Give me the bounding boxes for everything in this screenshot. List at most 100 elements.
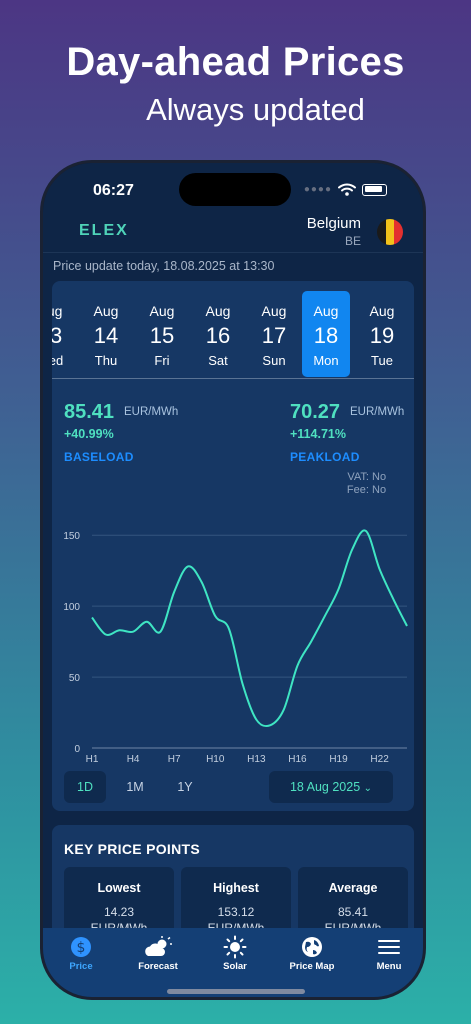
country-name: Belgium xyxy=(306,215,361,232)
date-day: 16 xyxy=(205,323,231,348)
data-point-h22[interactable] xyxy=(377,567,382,572)
key-point-value: 14.23 xyxy=(103,905,135,919)
data-point-h3[interactable] xyxy=(117,628,122,633)
phone-frame: 06:27 ●●●● ELEX Belgium BE Price update … xyxy=(40,160,426,1000)
menu-icon xyxy=(351,934,423,960)
x-tick-label: H10 xyxy=(206,754,225,765)
data-point-h10[interactable] xyxy=(213,614,218,619)
date-month: Aug xyxy=(369,303,395,319)
key-point-label: Lowest xyxy=(97,881,141,895)
date-item-13[interactable]: Aug 13 Wed xyxy=(52,291,74,377)
app-header: ELEX Belgium BE xyxy=(43,215,423,253)
data-point-h14[interactable] xyxy=(268,723,273,728)
tab-bar: $ Price Forecast Solar Price Map Menu xyxy=(43,928,423,997)
tab-menu[interactable]: Menu xyxy=(351,934,423,972)
date-picker-button[interactable]: 18 Aug 2025 ⌄ xyxy=(269,771,393,803)
peakload-change: +114.71% xyxy=(290,427,346,441)
date-item-14[interactable]: Aug 14 Thu xyxy=(82,291,130,377)
tab-label: Menu xyxy=(376,961,402,972)
date-weekday: Thu xyxy=(94,353,118,368)
date-weekday: Mon xyxy=(313,353,339,368)
date-day: 17 xyxy=(261,323,287,348)
vat-label: VAT: xyxy=(347,471,369,483)
date-item-16[interactable]: Aug 16 Sat xyxy=(194,291,242,377)
data-point-h19[interactable] xyxy=(336,587,341,592)
date-month: Aug xyxy=(149,303,175,319)
range-button-1d[interactable]: 1D xyxy=(64,771,106,803)
key-point-label: Average xyxy=(328,881,378,895)
fee-value: No xyxy=(372,484,387,496)
country-code: BE xyxy=(344,234,361,248)
globe-icon xyxy=(274,934,350,960)
data-point-h12[interactable] xyxy=(240,682,245,687)
elex-logo: ELEX xyxy=(79,222,129,239)
key-price-points-title: KEY PRICE POINTS xyxy=(64,841,201,857)
x-tick-label: H16 xyxy=(288,754,307,765)
data-point-h20[interactable] xyxy=(350,547,355,552)
price-line-chart[interactable]: 0 50 100 150 H1 H4 H7 H10 H13 H16 H19 H22 xyxy=(52,511,414,771)
dollar-icon: $ xyxy=(43,934,119,960)
chevron-down-icon: ⌄ xyxy=(363,783,373,794)
date-item-15[interactable]: Aug 15 Fri xyxy=(138,291,186,377)
range-button-1m[interactable]: 1M xyxy=(126,780,144,794)
status-time: 06:27 xyxy=(93,182,134,199)
data-point-h7[interactable] xyxy=(172,589,177,594)
data-point-h8[interactable] xyxy=(185,564,190,569)
y-tick-label: 0 xyxy=(74,744,80,755)
tab-forecast[interactable]: Forecast xyxy=(120,934,196,972)
promo-headline: Day-ahead Prices xyxy=(66,40,405,84)
x-tick-label: H4 xyxy=(127,754,140,765)
data-point-h6[interactable] xyxy=(158,629,163,634)
data-point-h21[interactable] xyxy=(363,528,368,533)
data-point-h4[interactable] xyxy=(131,629,136,634)
belgium-flag-icon[interactable] xyxy=(377,219,403,245)
data-point-h24[interactable] xyxy=(405,623,410,628)
tab-label: Solar xyxy=(223,961,247,972)
peakload-value: 70.27 xyxy=(290,401,341,423)
data-point-h15[interactable] xyxy=(281,707,286,712)
date-day: 18 xyxy=(313,323,339,348)
baseload-label: BASELOAD xyxy=(64,450,134,464)
date-day: 13 xyxy=(52,323,74,349)
data-point-h2[interactable] xyxy=(103,632,108,637)
wifi-icon xyxy=(338,183,356,196)
data-point-h13[interactable] xyxy=(254,717,259,722)
data-point-h1[interactable] xyxy=(90,615,95,620)
tab-price-map[interactable]: Price Map xyxy=(274,934,350,972)
date-item-19[interactable]: Aug 19 Tue xyxy=(358,291,406,377)
battery-icon xyxy=(362,183,387,196)
data-point-h5[interactable] xyxy=(144,619,149,624)
data-point-h16[interactable] xyxy=(295,663,300,668)
date-weekday: Wed xyxy=(52,353,64,368)
date-selector: Aug 13 Wed Aug 14 Thu Aug 15 Fri Aug 16 Sat Aug 17 Sun… xyxy=(52,291,414,379)
key-point-value: 153.12 xyxy=(217,905,255,919)
fee-label: Fee: xyxy=(346,484,369,496)
price-series-line xyxy=(91,529,408,728)
x-tick-label: H1 xyxy=(86,754,99,765)
range-button-1y[interactable]: 1Y xyxy=(177,780,193,794)
date-month: Aug xyxy=(313,303,339,319)
tab-label: Price xyxy=(69,961,93,972)
y-tick-label: 50 xyxy=(69,673,81,684)
price-update-text: Price update today, 18.08.2025 at 13:30 xyxy=(53,259,275,273)
cloud-sun-icon xyxy=(120,934,196,960)
tab-solar[interactable]: Solar xyxy=(197,934,273,972)
data-point-h23[interactable] xyxy=(391,597,396,602)
x-tick-label: H22 xyxy=(370,754,389,765)
tab-label: Price Map xyxy=(289,961,335,972)
date-item-17[interactable]: Aug 17 Sun xyxy=(250,291,298,377)
country-selector[interactable]: Belgium BE xyxy=(307,215,361,248)
key-point-label: Highest xyxy=(213,881,259,895)
tab-price[interactable]: $ Price xyxy=(43,934,119,972)
data-point-h9[interactable] xyxy=(199,580,204,585)
date-item-18[interactable]: Aug 18 Mon xyxy=(302,291,350,377)
vat-value: No xyxy=(372,471,387,483)
x-tick-label: H19 xyxy=(329,754,348,765)
data-point-h17[interactable] xyxy=(309,639,314,644)
data-point-h11[interactable] xyxy=(226,626,231,631)
y-tick-label: 100 xyxy=(63,602,80,613)
x-tick-label: H13 xyxy=(247,754,266,765)
data-point-h18[interactable] xyxy=(322,614,327,619)
app-screen: 06:27 ●●●● ELEX Belgium BE Price update … xyxy=(43,163,423,997)
peakload-label: PEAKLOAD xyxy=(290,450,360,464)
